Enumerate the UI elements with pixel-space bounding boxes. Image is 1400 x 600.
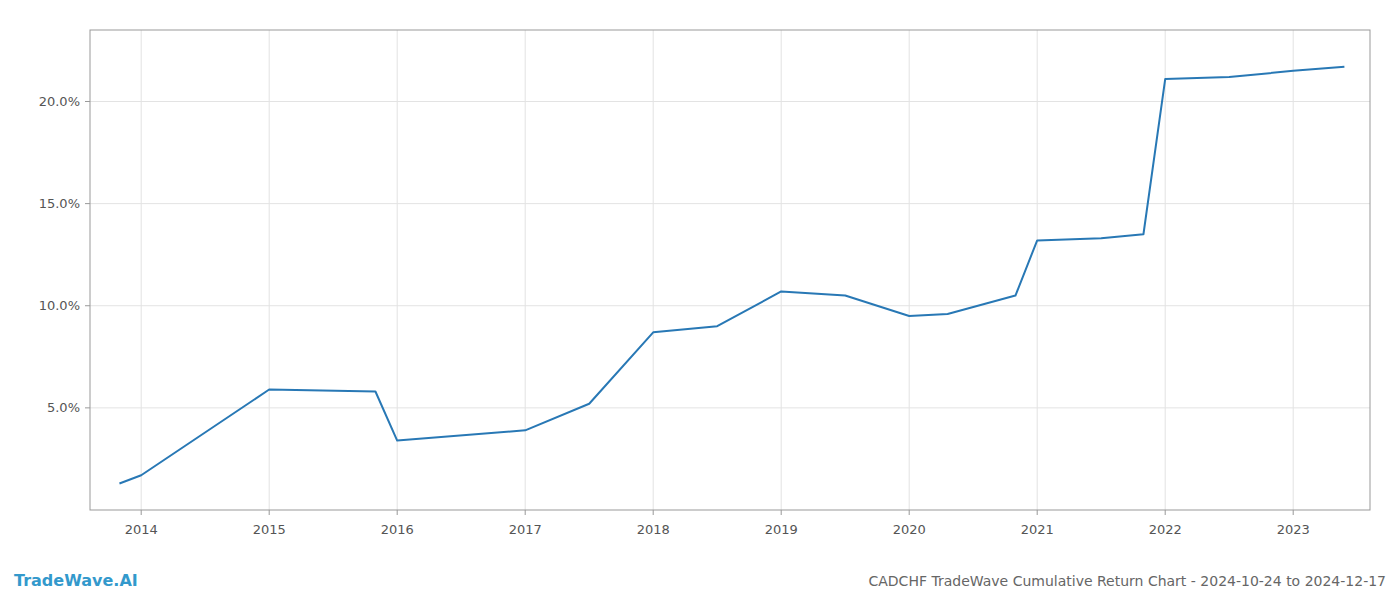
x-tick — [141, 510, 142, 515]
plot-frame — [90, 30, 1370, 510]
y-tick-label: 10.0% — [39, 298, 80, 313]
y-grid-line — [90, 407, 1370, 408]
x-grid-line — [1037, 30, 1038, 510]
x-tick-label: 2022 — [1149, 522, 1182, 537]
x-tick-label: 2017 — [509, 522, 542, 537]
y-tick — [85, 305, 90, 306]
y-grid-line — [90, 305, 1370, 306]
x-tick-label: 2020 — [893, 522, 926, 537]
x-tick — [269, 510, 270, 515]
x-tick-label: 2019 — [765, 522, 798, 537]
x-grid-line — [909, 30, 910, 510]
y-tick — [85, 407, 90, 408]
watermark: TradeWave.AI — [14, 571, 138, 590]
x-tick — [1165, 510, 1166, 515]
chart: 2014 2015 2016 2017 2018 2019 2020 2021 2022 2023… — [0, 0, 1400, 600]
x-tick — [781, 510, 782, 515]
title: CADCHF TradeWave Cumulative Return Chart… — [868, 573, 1386, 589]
x-grid-line — [525, 30, 526, 510]
y-tick — [85, 203, 90, 204]
y-tick-label: 5.0% — [47, 400, 80, 415]
x-grid-line — [141, 30, 142, 510]
y-grid-line — [90, 101, 1370, 102]
x-grid-line — [1165, 30, 1166, 510]
x-tick — [909, 510, 910, 515]
x-tick — [1037, 510, 1038, 515]
series-line — [119, 67, 1344, 484]
x-tick — [525, 510, 526, 515]
x-tick-label: 2018 — [637, 522, 670, 537]
x-tick-label: 2021 — [1021, 522, 1054, 537]
y-tick-label: 15.0% — [39, 196, 80, 211]
x-tick — [1293, 510, 1294, 515]
x-tick-label: 2015 — [253, 522, 286, 537]
y-tick — [85, 101, 90, 102]
axes: 2014 2015 2016 2017 2018 2019 2020 2021 2022 2023… — [39, 94, 1310, 537]
grid — [90, 30, 1370, 510]
x-grid-line — [269, 30, 270, 510]
x-grid-line — [653, 30, 654, 510]
y-tick-label: 20.0% — [39, 94, 80, 109]
y-grid-line — [90, 203, 1370, 204]
x-grid-line — [781, 30, 782, 510]
x-tick — [653, 510, 654, 515]
x-grid-line — [1293, 30, 1294, 510]
x-tick-label: 2023 — [1277, 522, 1310, 537]
x-tick-label: 2014 — [125, 522, 158, 537]
x-tick-label: 2016 — [381, 522, 414, 537]
x-tick — [397, 510, 398, 515]
plot-area — [119, 67, 1344, 484]
